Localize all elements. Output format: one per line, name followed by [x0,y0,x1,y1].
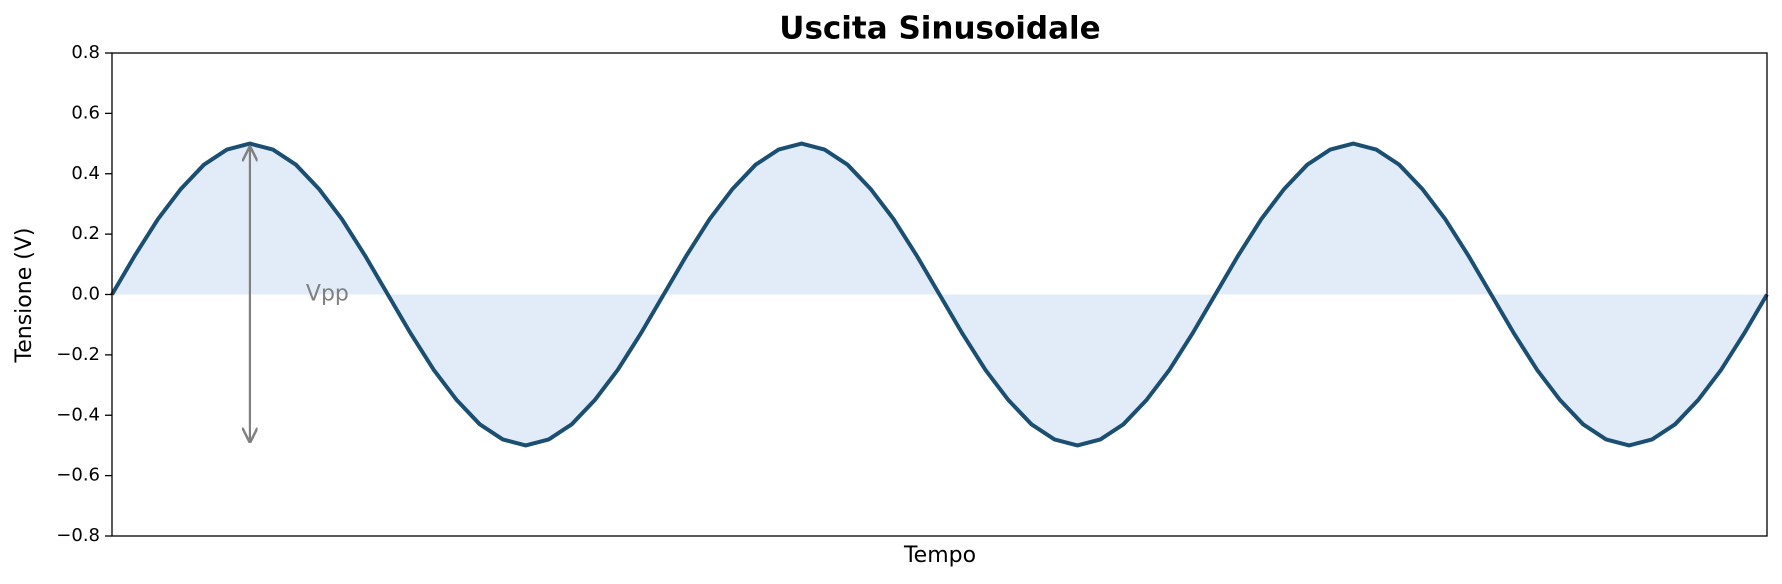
y-tick-label: 0.2 [71,223,100,244]
y-tick-label: 0.6 [71,102,100,123]
plot-frame [111,52,1768,537]
chart-title: Uscita Sinusoidale [779,11,1100,47]
y-tick-label: −0.4 [56,404,100,425]
y-axis-label: Tensione (V) [12,228,37,364]
annotation-label: Vpp [306,282,349,307]
y-tick-label: −0.8 [56,525,100,546]
y-tick-label: −0.6 [56,465,100,486]
y-tick-label: 0.4 [71,163,100,184]
y-tick-label: 0.8 [71,42,100,63]
y-tick-label: −0.2 [56,344,100,365]
y-tick-label: 0.0 [71,284,100,305]
x-axis-label: Tempo [903,543,976,568]
line [110,141,1769,448]
